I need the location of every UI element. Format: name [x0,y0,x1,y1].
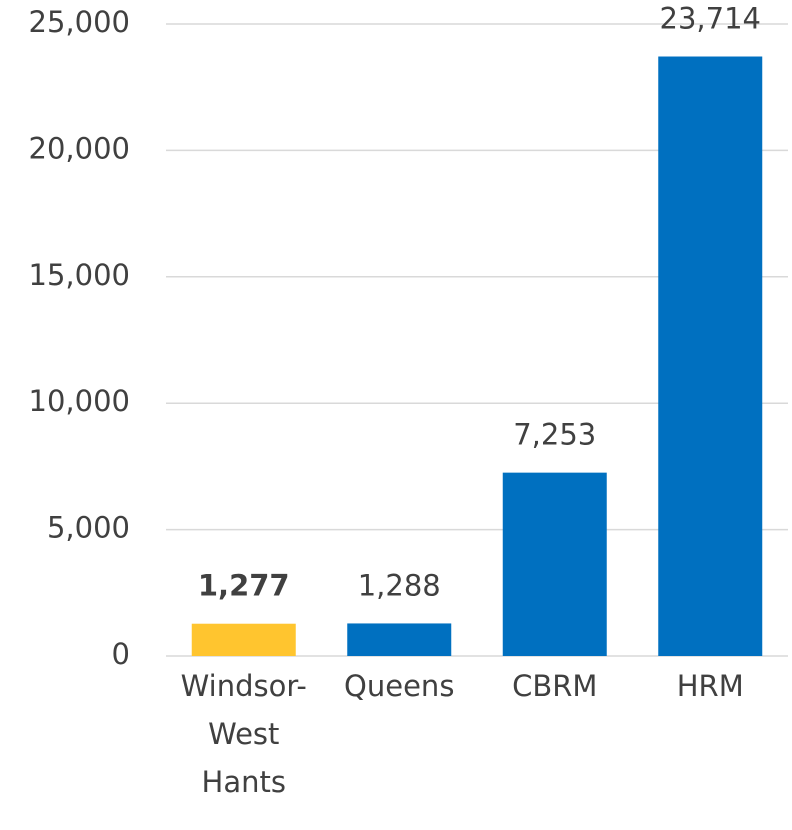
y-tick-label: 0 [112,637,130,671]
value-label: 1,288 [358,568,441,602]
y-tick-label: 5,000 [47,511,130,545]
bar [191,623,296,656]
x-tick-label: CBRM [512,669,598,703]
bar [502,472,607,656]
x-tick-label: Windsor-West Hants [180,669,307,799]
value-label: 7,253 [513,418,596,452]
y-tick-label: 15,000 [29,258,130,292]
bar [347,623,452,656]
value-label: 23,714 [660,2,761,36]
x-tick-label: HRM [676,669,744,703]
x-tick-label: Queens [344,669,455,703]
y-tick-label: 10,000 [29,384,130,418]
value-label: 1,277 [198,569,290,603]
bar [658,56,763,657]
y-tick-label: 20,000 [29,131,130,165]
y-tick-label: 25,000 [29,5,130,39]
